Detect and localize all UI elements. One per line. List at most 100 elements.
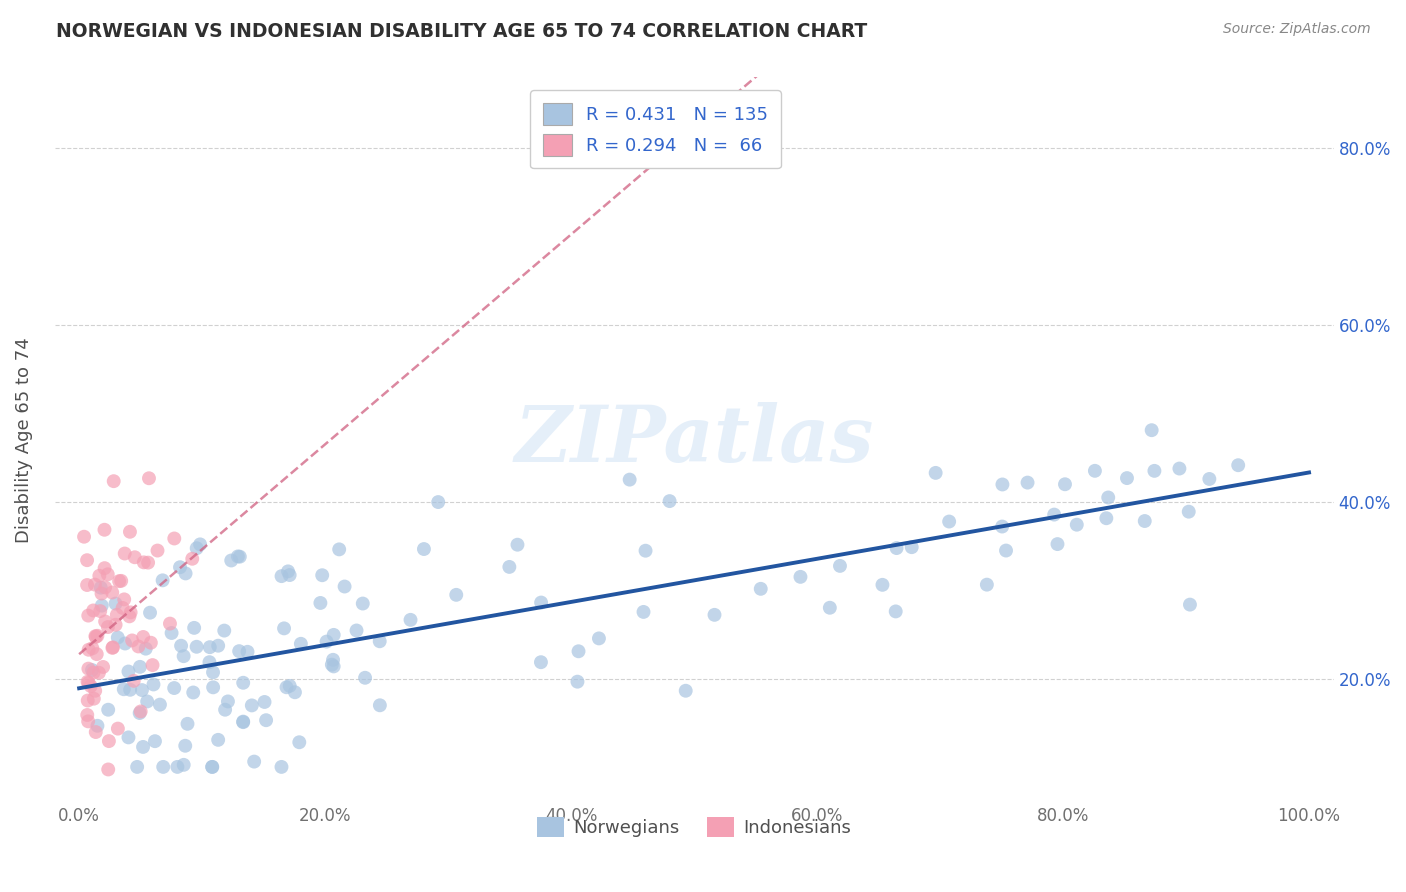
Point xyxy=(352,597,374,611)
Point xyxy=(290,637,312,651)
Point xyxy=(90,599,112,613)
Point xyxy=(76,674,98,689)
Point xyxy=(270,760,292,774)
Point xyxy=(89,568,111,582)
Point xyxy=(202,665,225,680)
Point xyxy=(1097,491,1119,505)
Point xyxy=(82,603,104,617)
Point xyxy=(368,634,391,648)
Point xyxy=(77,642,100,657)
Point xyxy=(273,621,295,635)
Point xyxy=(333,580,356,594)
Point xyxy=(97,763,120,777)
Point xyxy=(152,574,174,588)
Point xyxy=(198,640,221,655)
Point xyxy=(229,549,252,564)
Point xyxy=(128,706,150,720)
Point xyxy=(132,555,155,569)
Point xyxy=(76,553,98,567)
Point xyxy=(174,739,197,753)
Point xyxy=(77,662,100,676)
Point xyxy=(207,732,229,747)
Point xyxy=(104,597,127,611)
Point xyxy=(149,698,172,712)
Point xyxy=(1178,598,1201,612)
Point xyxy=(124,550,146,565)
Point xyxy=(1133,514,1156,528)
Point xyxy=(354,671,377,685)
Point xyxy=(309,596,332,610)
Point xyxy=(884,604,907,618)
Point xyxy=(530,596,553,610)
Point xyxy=(143,734,166,748)
Point xyxy=(703,607,725,622)
Point xyxy=(97,703,120,717)
Point xyxy=(89,604,111,618)
Point xyxy=(1227,458,1250,473)
Point xyxy=(86,629,108,643)
Point xyxy=(253,695,276,709)
Point xyxy=(86,719,108,733)
Point xyxy=(90,581,112,595)
Point xyxy=(446,588,468,602)
Point xyxy=(114,636,136,650)
Point xyxy=(111,601,134,615)
Point xyxy=(131,683,153,698)
Point xyxy=(938,515,960,529)
Point xyxy=(73,530,96,544)
Point xyxy=(183,621,205,635)
Point xyxy=(87,665,110,680)
Point xyxy=(83,691,105,706)
Point xyxy=(1043,508,1066,522)
Point xyxy=(188,537,211,551)
Point xyxy=(322,659,344,673)
Point xyxy=(94,615,117,629)
Point xyxy=(142,677,165,691)
Point xyxy=(166,760,188,774)
Point xyxy=(122,673,145,688)
Point xyxy=(498,560,520,574)
Point xyxy=(141,658,163,673)
Point xyxy=(90,586,112,600)
Point xyxy=(176,716,198,731)
Point xyxy=(236,645,259,659)
Point xyxy=(83,665,105,680)
Point xyxy=(105,607,128,622)
Point xyxy=(277,565,299,579)
Point xyxy=(789,570,811,584)
Point xyxy=(114,547,136,561)
Point xyxy=(76,693,98,707)
Point xyxy=(322,628,344,642)
Point xyxy=(121,633,143,648)
Point xyxy=(232,715,254,730)
Point xyxy=(219,553,242,567)
Point xyxy=(84,629,107,643)
Point xyxy=(170,639,193,653)
Point xyxy=(97,567,120,582)
Point xyxy=(828,558,851,573)
Point xyxy=(127,760,149,774)
Point xyxy=(186,541,208,556)
Point xyxy=(139,636,162,650)
Point xyxy=(107,631,129,645)
Point xyxy=(567,674,589,689)
Point xyxy=(84,683,107,698)
Point xyxy=(276,680,298,694)
Point xyxy=(169,560,191,574)
Point xyxy=(288,735,311,749)
Point xyxy=(84,725,107,739)
Point xyxy=(749,582,772,596)
Point xyxy=(633,605,655,619)
Point xyxy=(995,543,1018,558)
Point xyxy=(900,540,922,554)
Point xyxy=(101,640,124,655)
Point xyxy=(186,640,208,654)
Text: NORWEGIAN VS INDONESIAN DISABILITY AGE 65 TO 74 CORRELATION CHART: NORWEGIAN VS INDONESIAN DISABILITY AGE 6… xyxy=(56,22,868,41)
Point xyxy=(80,663,103,677)
Point xyxy=(159,616,181,631)
Point xyxy=(201,760,224,774)
Point xyxy=(132,739,155,754)
Y-axis label: Disability Age 65 to 74: Disability Age 65 to 74 xyxy=(15,337,32,542)
Point xyxy=(427,495,450,509)
Point xyxy=(118,524,141,539)
